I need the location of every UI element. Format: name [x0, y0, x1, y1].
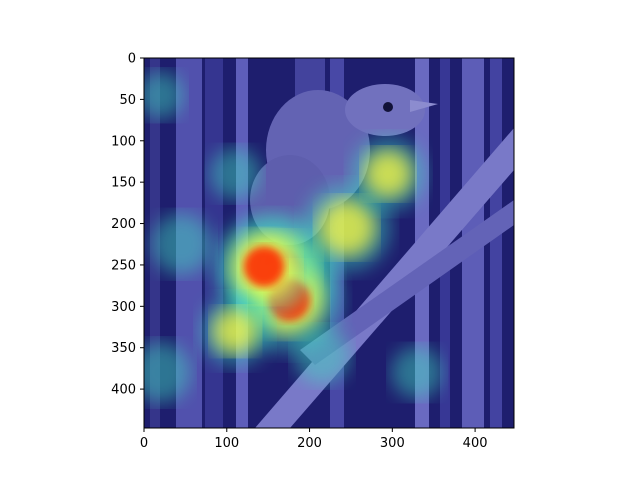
y-axis: 0 50 100 150 200 250 300 350 400	[111, 52, 144, 398]
heat-blob	[293, 327, 350, 384]
y-tick-label: 50	[119, 93, 136, 108]
heat-blob	[364, 149, 413, 198]
heat-blob	[144, 71, 185, 119]
heat-blob	[150, 213, 212, 275]
x-tick-label: 400	[463, 436, 488, 451]
y-tick-label: 350	[111, 341, 136, 356]
heat-blob	[318, 199, 376, 257]
y-tick-label: 300	[111, 300, 136, 315]
x-tick-label: 0	[140, 436, 148, 451]
heat-blob	[212, 308, 258, 354]
y-tick-label: 0	[128, 52, 136, 67]
x-axis: 0 100 200 300 400	[140, 428, 488, 451]
heat-blob	[144, 342, 191, 403]
x-tick-label: 100	[214, 436, 239, 451]
heat-blob	[209, 148, 261, 200]
heat-overlay	[144, 71, 443, 403]
y-tick-label: 150	[111, 176, 136, 191]
heat-blob	[243, 246, 285, 287]
y-tick-label: 100	[111, 134, 136, 149]
x-tick-label: 300	[380, 436, 405, 451]
y-tick-label: 400	[111, 383, 136, 398]
plot-area	[144, 58, 514, 428]
y-tick-label: 200	[111, 217, 136, 232]
plot-frame	[143, 57, 515, 429]
y-tick-label: 250	[111, 258, 136, 273]
heat-blob	[391, 346, 443, 399]
x-tick-label: 200	[297, 436, 322, 451]
